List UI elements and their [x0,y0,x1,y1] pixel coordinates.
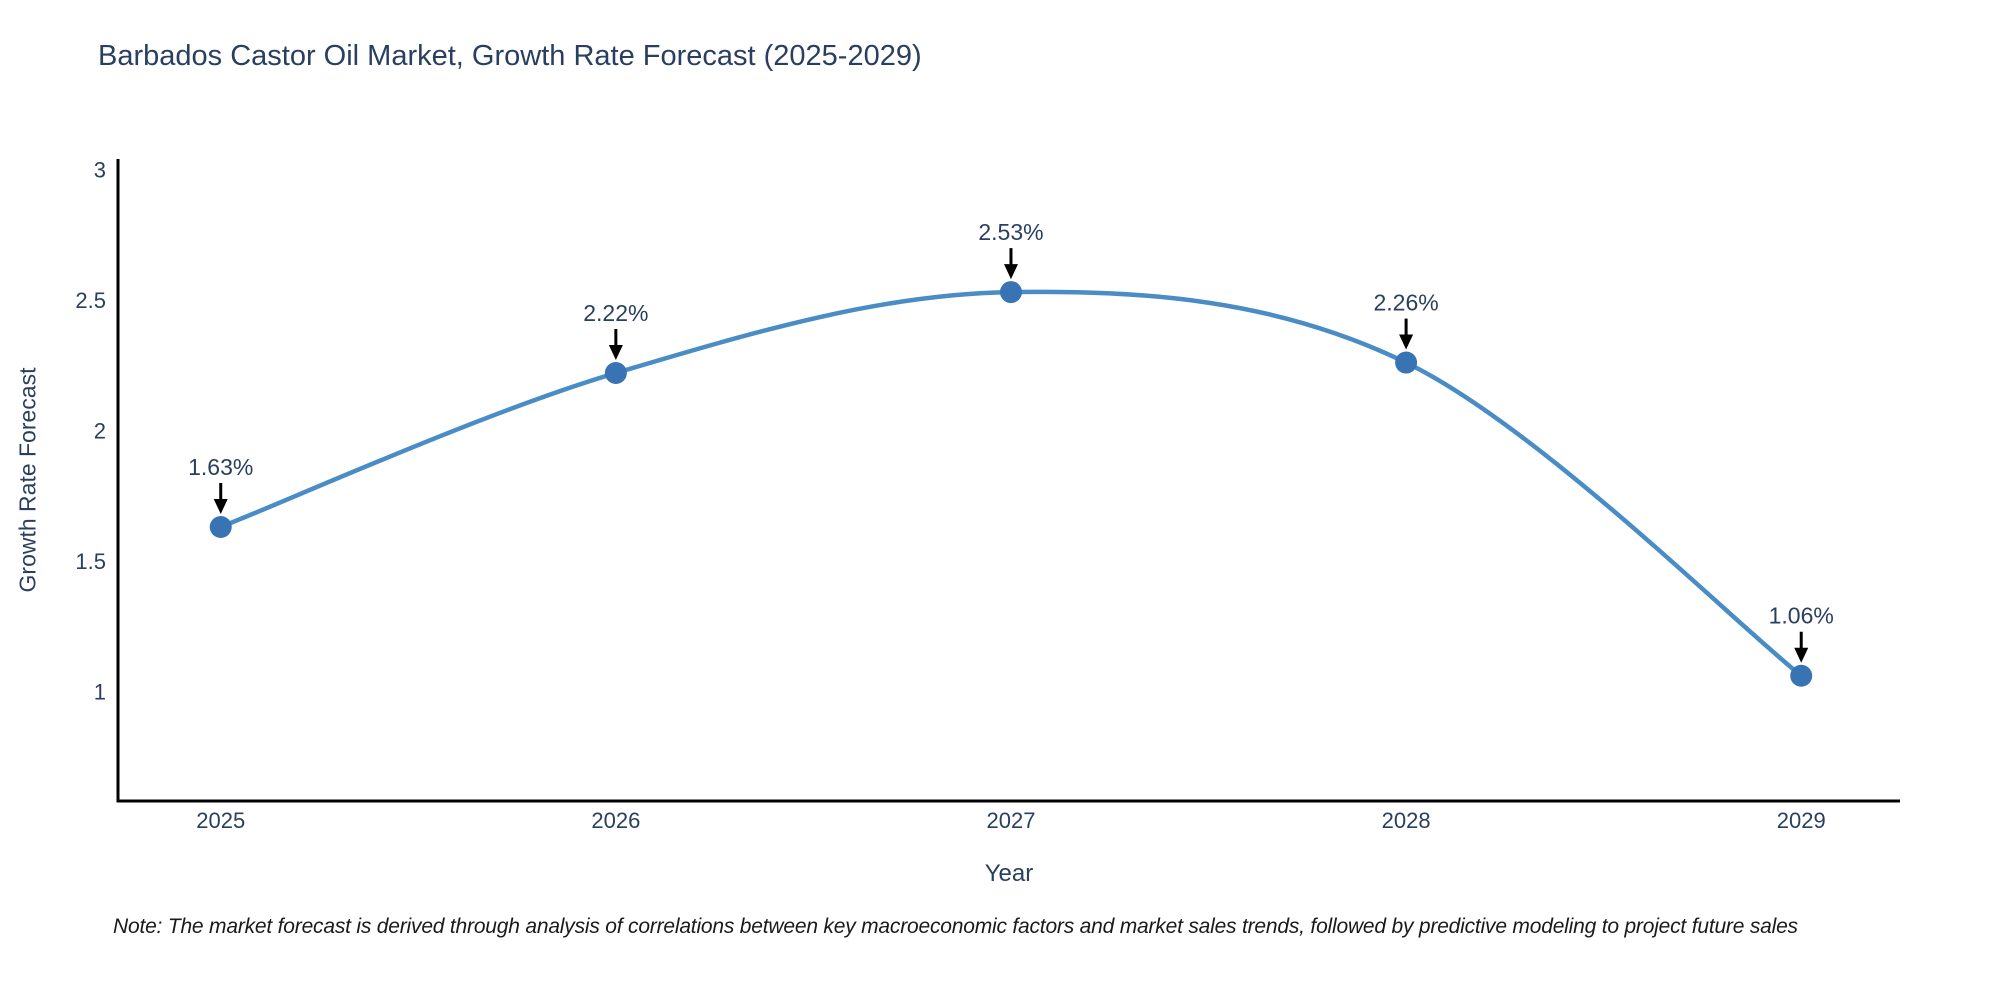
data-point-marker [209,515,232,538]
data-point-label: 2.22% [583,300,648,326]
annotation-arrow-head [1003,264,1018,280]
annotation-arrow-head [213,498,228,514]
data-point-marker [999,281,1022,304]
x-axis-title: Year [984,860,1034,887]
y-tick-label: 2 [94,418,106,443]
footnote: Note: The market forecast is derived thr… [113,915,1798,938]
y-tick-label: 2.5 [75,288,106,313]
data-point-label: 2.26% [1373,290,1438,316]
x-tick-label: 2027 [986,808,1035,833]
x-tick-label: 2028 [1382,808,1431,833]
annotation-arrow-head [1399,334,1414,350]
trend-line [218,289,1804,678]
x-tick-label: 2026 [591,808,640,833]
y-tick-label: 1 [94,679,106,704]
x-tick-label: 2025 [196,808,245,833]
annotation-arrow-head [608,345,623,360]
data-point-label: 2.53% [978,219,1043,245]
y-tick-label: 1.5 [75,549,106,574]
data-point-label: 1.63% [188,454,253,480]
y-tick-label: 3 [94,157,106,182]
data-point-marker [1395,351,1418,374]
chart-title: Barbados Castor Oil Market, Growth Rate … [98,40,922,72]
x-tick-label: 2029 [1777,808,1826,833]
data-point-marker [604,362,627,384]
annotation-arrow-head [1794,647,1809,663]
data-point-marker [1790,664,1813,687]
data-point-label: 1.06% [1769,603,1834,629]
